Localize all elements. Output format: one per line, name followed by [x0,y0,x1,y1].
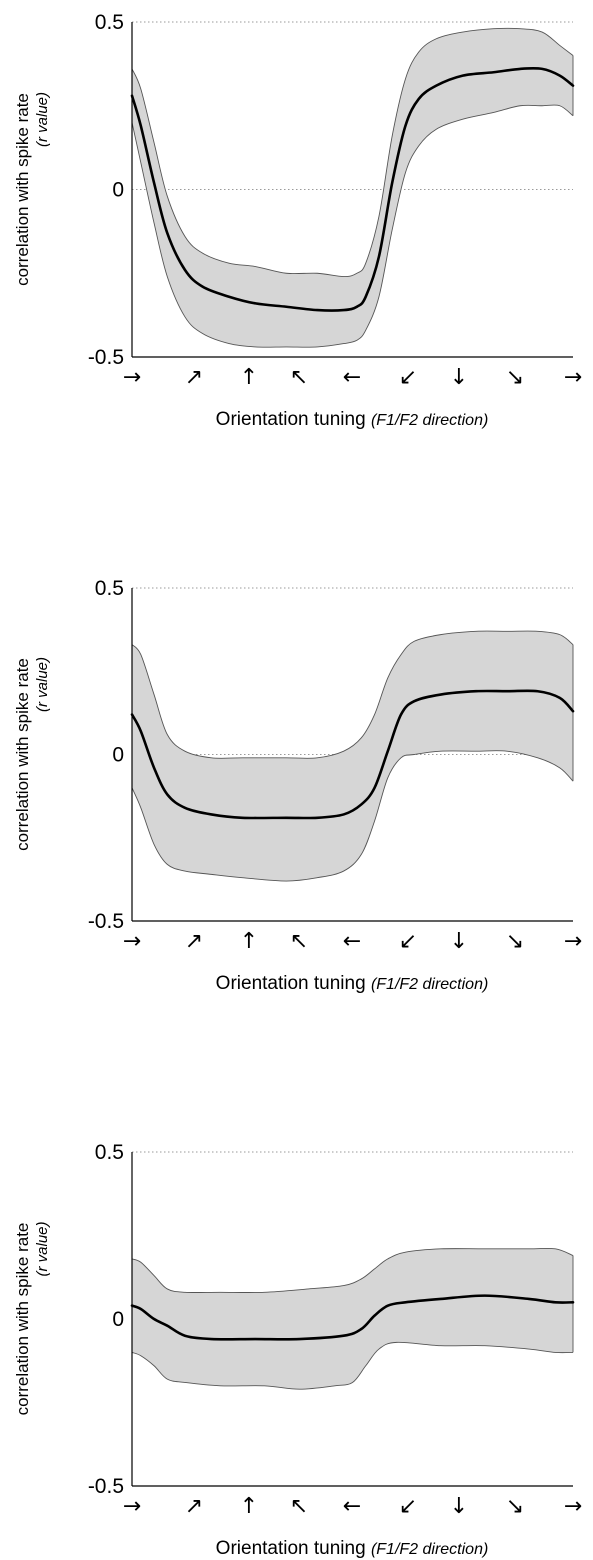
chart-panel-2: 0.50-0.5→ ↗ ↑ ↖ ← ↙ ↓ ↘ →Orientation tuning (F1/… [13,577,582,994]
mean-line [130,689,575,820]
y-tick-label: 0 [112,1308,124,1331]
x-tick-arrow: ↑ [240,929,258,954]
x-tick-arrow: ↘ [506,929,524,954]
y-tick-label: 0 [112,744,124,767]
x-tick-arrow: ↙ [399,929,417,954]
y-tick-label: -0.5 [88,910,124,933]
x-tick-arrow: → [123,365,141,390]
y-tick-label: 0 [112,179,124,202]
x-axis-label: Orientation tuning (F1/F2 direction) [216,409,489,430]
band-upper-edge [131,1247,574,1293]
band-lower-edge [131,104,574,348]
y-tick-label: 0.5 [95,577,124,600]
x-tick-arrow: ↘ [506,1494,524,1519]
x-tick-arrow: → [564,929,582,954]
y-axis-label-sub: (r value) [34,1221,51,1276]
x-tick-arrow: → [123,929,141,954]
x-tick-arrow: ← [343,365,361,390]
x-tick-arrow: ↗ [185,929,203,954]
x-tick-arrow: ← [343,929,361,954]
mean-line [130,66,575,312]
x-axis-label-sub: (F1/F2 direction) [371,1541,488,1558]
y-tick-label: 0.5 [95,1141,124,1164]
y-tick-label: 0.5 [95,11,124,34]
x-tick-arrow: ↖ [290,1494,308,1519]
chart-panel-3: 0.50-0.5→ ↗ ↑ ↖ ← ↙ ↓ ↘ →Orientation tuning (F1/… [13,1141,582,1559]
x-tick-arrow: ↗ [185,365,203,390]
x-axis-label-main: Orientation tuning [216,409,371,430]
x-tick-arrow: ↓ [450,1494,468,1519]
band-upper-edge [131,27,574,278]
x-tick-arrow: ↘ [506,365,524,390]
mean-line [130,1294,575,1341]
x-tick-arrow: ↓ [450,365,468,390]
x-axis-label-main: Orientation tuning [216,1538,371,1559]
x-tick-arrow: ↓ [450,929,468,954]
y-axis-label-sub: (r value) [34,92,51,147]
band-lower-edge [131,1341,574,1390]
x-tick-arrow: ↙ [399,365,417,390]
x-axis-label: Orientation tuning (F1/F2 direction) [216,973,489,994]
x-axis-label-sub: (F1/F2 direction) [371,976,488,993]
x-tick-arrow: → [564,365,582,390]
x-axis-label-sub: (F1/F2 direction) [371,412,488,429]
x-tick-arrow: ↖ [290,365,308,390]
y-axis-label-sub: (r value) [34,657,51,712]
confidence-band [132,1248,573,1390]
x-tick-arrow: ↗ [185,1494,203,1519]
band-upper-edge [131,630,574,759]
x-axis-label-main: Orientation tuning [216,973,371,994]
x-tick-arrow: ↖ [290,929,308,954]
x-tick-arrow: ↑ [240,1494,258,1519]
y-tick-label: -0.5 [88,1475,124,1498]
x-tick-arrow: → [564,1494,582,1519]
y-axis-label-main: correlation with spike rate [13,1223,32,1416]
chart-panel-1: 0.50-0.5→ ↗ ↑ ↖ ← ↙ ↓ ↘ →Orientation tuning (F1/… [13,11,582,430]
y-axis-label-main: correlation with spike rate [13,93,32,286]
x-tick-arrow: ↙ [399,1494,417,1519]
x-tick-arrow: → [123,1494,141,1519]
y-axis-label-main: correlation with spike rate [13,658,32,851]
x-tick-arrow: ← [343,1494,361,1519]
x-tick-arrow: ↑ [240,365,258,390]
y-tick-label: -0.5 [88,346,124,369]
confidence-band [132,28,573,348]
band-lower-edge [131,750,574,882]
x-axis-label: Orientation tuning (F1/F2 direction) [216,1538,489,1559]
